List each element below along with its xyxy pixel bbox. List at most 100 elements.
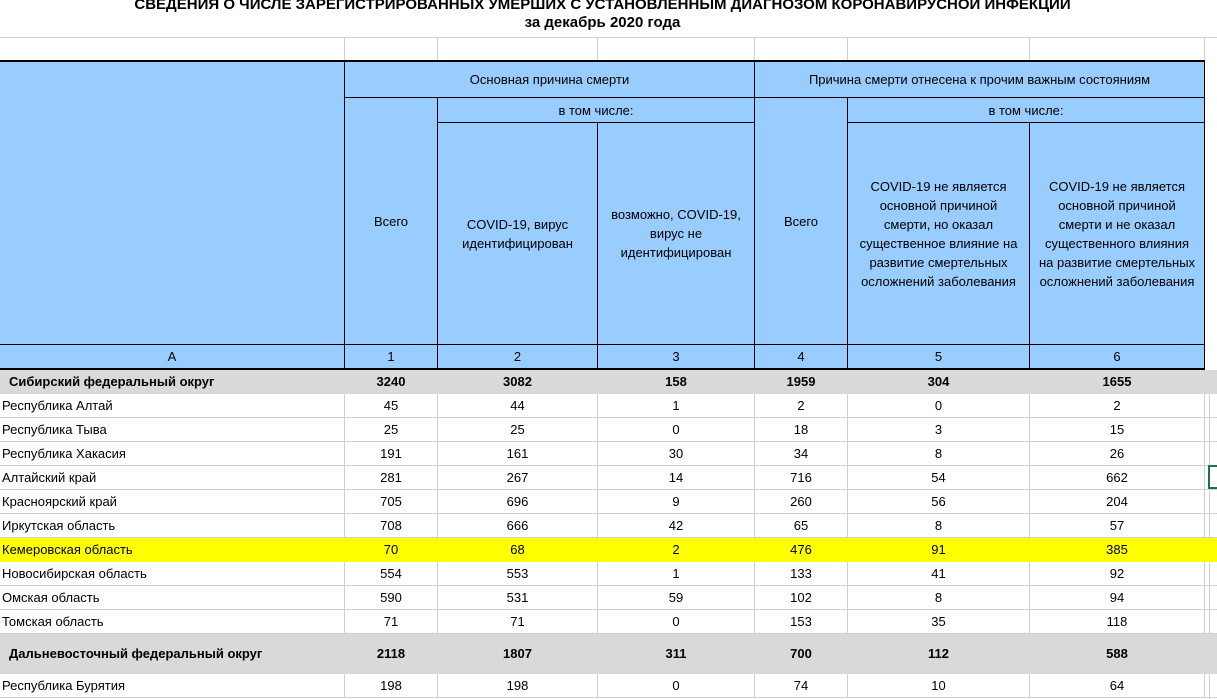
sheet-margin-cell[interactable] xyxy=(1205,394,1217,418)
value-cell[interactable]: 9 xyxy=(598,490,755,514)
sheet-margin-cell[interactable] xyxy=(1205,418,1217,442)
value-cell[interactable]: 198 xyxy=(345,674,438,698)
value-cell[interactable]: 1655 xyxy=(1102,374,1132,389)
value-cell[interactable]: 71 xyxy=(438,610,598,634)
value-cell[interactable]: 696 xyxy=(438,490,598,514)
value-cell[interactable]: 590 xyxy=(345,586,438,610)
sheet-margin-cell[interactable] xyxy=(1205,562,1217,586)
value-cell[interactable]: 92 xyxy=(1030,562,1205,586)
header-col-not-main-cause-influenced[interactable]: COVID-19 не является основной причиной с… xyxy=(848,123,1030,345)
value-cell[interactable]: 531 xyxy=(438,586,598,610)
column-number-5[interactable]: 5 xyxy=(848,345,1030,368)
value-cell[interactable]: 45 xyxy=(345,394,438,418)
sheet-margin-cell[interactable] xyxy=(1205,466,1217,490)
value-cell[interactable]: 44 xyxy=(438,394,598,418)
value-cell[interactable]: 1807 xyxy=(503,646,532,661)
value-cell[interactable]: 14 xyxy=(598,466,755,490)
header-col-virus-identified[interactable]: COVID-19, вирус идентифицирован xyxy=(438,123,598,345)
value-cell[interactable]: 133 xyxy=(755,562,848,586)
value-cell[interactable]: 26 xyxy=(1030,442,1205,466)
value-cell[interactable]: 3 xyxy=(848,418,1030,442)
value-cell[interactable]: 15 xyxy=(1030,418,1205,442)
region-name-cell[interactable]: Красноярский край xyxy=(0,490,345,514)
value-cell[interactable]: 10 xyxy=(848,674,1030,698)
column-number-4[interactable]: 4 xyxy=(755,345,848,368)
value-cell[interactable]: 588 xyxy=(1106,646,1128,661)
value-cell[interactable]: 70 xyxy=(383,542,399,557)
empty-cell[interactable] xyxy=(0,38,345,60)
value-cell[interactable]: 1 xyxy=(598,394,755,418)
value-cell[interactable]: 0 xyxy=(598,418,755,442)
region-name-cell[interactable]: Новосибирская область xyxy=(0,562,345,586)
value-cell[interactable]: 662 xyxy=(1030,466,1205,490)
header-group-other-conditions[interactable]: Причина смерти отнесена к прочим важным … xyxy=(755,62,1205,98)
value-cell[interactable]: 42 xyxy=(598,514,755,538)
value-cell[interactable]: 311 xyxy=(665,646,687,661)
value-cell[interactable]: 0 xyxy=(598,674,755,698)
value-cell[interactable]: 281 xyxy=(345,466,438,490)
sheet-margin-cell[interactable] xyxy=(1205,490,1217,514)
value-cell[interactable]: 35 xyxy=(848,610,1030,634)
value-cell[interactable]: 91 xyxy=(931,542,946,557)
column-number-6[interactable]: 6 xyxy=(1030,345,1205,368)
value-cell[interactable]: 2118 xyxy=(376,646,406,661)
value-cell[interactable]: 8 xyxy=(848,514,1030,538)
value-cell[interactable]: 57 xyxy=(1030,514,1205,538)
sheet-margin-cell[interactable] xyxy=(1205,586,1217,610)
value-cell[interactable]: 1959 xyxy=(786,374,816,389)
empty-cell[interactable] xyxy=(848,38,1030,60)
value-cell[interactable]: 8 xyxy=(848,586,1030,610)
header-including-2[interactable]: в том числе: xyxy=(848,98,1205,123)
empty-cell[interactable] xyxy=(1030,38,1205,60)
value-cell[interactable]: 705 xyxy=(345,490,438,514)
value-cell[interactable]: 30 xyxy=(598,442,755,466)
value-cell[interactable]: 112 xyxy=(928,646,949,661)
sheet-margin-cell[interactable] xyxy=(1205,514,1217,538)
value-cell[interactable]: 708 xyxy=(345,514,438,538)
value-cell[interactable]: 2 xyxy=(672,542,680,557)
empty-cell[interactable] xyxy=(755,38,848,60)
value-cell[interactable]: 267 xyxy=(438,466,598,490)
value-cell[interactable]: 553 xyxy=(438,562,598,586)
value-cell[interactable]: 25 xyxy=(438,418,598,442)
sheet-margin-cell[interactable] xyxy=(1205,674,1217,698)
value-cell[interactable]: 118 xyxy=(1030,610,1205,634)
value-cell[interactable]: 700 xyxy=(790,646,812,661)
value-cell[interactable]: 2 xyxy=(755,394,848,418)
region-name-cell[interactable]: Дальневосточный федеральный округ xyxy=(9,646,263,661)
value-cell[interactable]: 59 xyxy=(598,586,755,610)
sheet-margin-cell[interactable] xyxy=(1205,634,1217,674)
region-name-cell[interactable]: Иркутская область xyxy=(0,514,345,538)
header-col-virus-not-identified[interactable]: возможно, COVID-19, вирус не идентифицир… xyxy=(598,123,755,345)
value-cell[interactable]: 0 xyxy=(598,610,755,634)
value-cell[interactable]: 64 xyxy=(1030,674,1205,698)
region-name-cell[interactable]: Республика Алтай xyxy=(0,394,345,418)
active-cell-selection[interactable] xyxy=(1208,465,1217,489)
value-cell[interactable]: 0 xyxy=(848,394,1030,418)
value-cell[interactable]: 54 xyxy=(848,466,1030,490)
column-number-1[interactable]: 1 xyxy=(345,345,438,368)
empty-cell[interactable] xyxy=(598,38,755,60)
header-total-2[interactable]: Всего xyxy=(755,98,848,345)
region-name-cell[interactable]: Омская область xyxy=(0,586,345,610)
sheet-margin-cell[interactable] xyxy=(1205,610,1217,634)
empty-cell[interactable] xyxy=(345,38,438,60)
value-cell[interactable]: 158 xyxy=(665,374,687,389)
empty-cell[interactable] xyxy=(438,38,598,60)
value-cell[interactable]: 65 xyxy=(755,514,848,538)
value-cell[interactable]: 476 xyxy=(790,542,812,557)
header-including-1[interactable]: в том числе: xyxy=(438,98,755,123)
value-cell[interactable]: 94 xyxy=(1030,586,1205,610)
column-letter-A[interactable]: А xyxy=(0,345,345,368)
value-cell[interactable]: 74 xyxy=(755,674,848,698)
value-cell[interactable]: 385 xyxy=(1106,542,1128,557)
sheet-margin-cell[interactable] xyxy=(1205,370,1217,394)
value-cell[interactable]: 260 xyxy=(755,490,848,514)
region-name-cell[interactable]: Томская область xyxy=(0,610,345,634)
value-cell[interactable]: 1 xyxy=(598,562,755,586)
header-col-not-main-cause-not-influenced[interactable]: COVID-19 не является основной причиной с… xyxy=(1030,123,1205,345)
value-cell[interactable]: 161 xyxy=(438,442,598,466)
value-cell[interactable]: 71 xyxy=(345,610,438,634)
value-cell[interactable]: 102 xyxy=(755,586,848,610)
region-name-cell[interactable]: Сибирский федеральный округ xyxy=(9,374,215,389)
